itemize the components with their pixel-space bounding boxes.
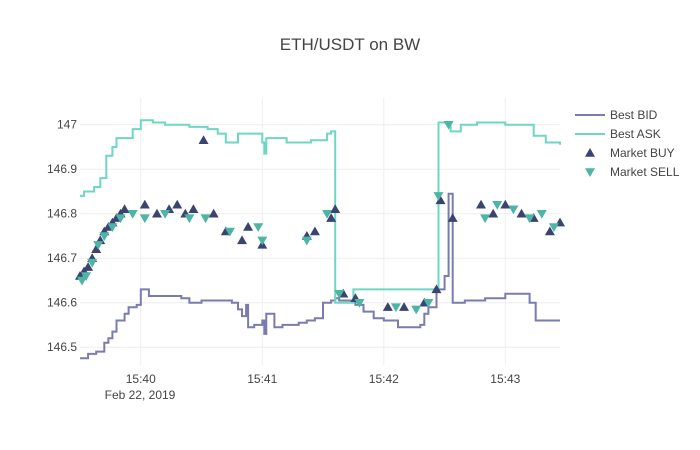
market-sell-point[interactable] xyxy=(224,227,235,237)
market-buy-point[interactable] xyxy=(151,208,162,218)
market-buy-point[interactable] xyxy=(516,208,527,218)
legend-label: Best BID xyxy=(610,108,658,122)
market-buy-point[interactable] xyxy=(447,213,458,222)
market-sell-point[interactable] xyxy=(480,214,491,224)
y-tick-label: 147 xyxy=(57,118,77,132)
market-buy-point[interactable] xyxy=(188,204,199,213)
y-tick-label: 146.9 xyxy=(47,162,77,176)
y-tick-label: 146.5 xyxy=(47,340,77,354)
x-date-label: Feb 22, 2019 xyxy=(105,388,176,402)
market-sell-point[interactable] xyxy=(354,298,365,308)
legend-swatch xyxy=(585,168,595,177)
market-sell-point[interactable] xyxy=(160,209,171,219)
legend-item[interactable]: Best BID xyxy=(575,108,658,122)
market-buy-point[interactable] xyxy=(399,302,410,311)
market-sell-point[interactable] xyxy=(411,305,422,315)
series-layer xyxy=(80,119,561,360)
market-buy-point[interactable] xyxy=(91,244,102,254)
market-sell-point[interactable] xyxy=(87,258,98,268)
market-sell-point[interactable] xyxy=(184,214,195,224)
market-sell-point[interactable] xyxy=(433,192,444,201)
market-sell-point[interactable] xyxy=(115,214,126,224)
y-tick-label: 146.7 xyxy=(47,251,77,265)
chart-title: ETH/USDT on BW xyxy=(280,35,420,54)
market-sell-point[interactable] xyxy=(423,298,434,308)
market-buy-point[interactable] xyxy=(326,213,337,222)
market-sell-point[interactable] xyxy=(139,214,150,224)
market-sell-point[interactable] xyxy=(107,223,118,233)
axis-layer: 146.5 146.6 146.7 146.8 146.9 147 15:40 15:41 15… xyxy=(47,118,521,386)
market-sell-point[interactable] xyxy=(81,272,92,281)
x-tick-label: 15:41 xyxy=(247,372,277,386)
market-sell-point[interactable] xyxy=(508,205,519,215)
market-sell-point[interactable] xyxy=(253,223,264,233)
market-buy-point[interactable] xyxy=(488,208,499,218)
market-sell-point[interactable] xyxy=(524,214,535,224)
market-buy-point[interactable] xyxy=(435,195,446,205)
market-buy-point[interactable] xyxy=(119,204,130,213)
market-buy-point[interactable] xyxy=(500,199,511,209)
legend-label: Best ASK xyxy=(610,127,661,141)
x-tick-label: 15:42 xyxy=(369,372,399,386)
legend[interactable]: Best BID Best ASK Market BUY Market SELL xyxy=(575,108,680,179)
market-sell-point[interactable] xyxy=(127,209,138,219)
market-buy-point[interactable] xyxy=(330,204,341,213)
market-sell-point[interactable] xyxy=(200,214,211,224)
legend-item[interactable]: Best ASK xyxy=(575,127,661,141)
market-buy-point[interactable] xyxy=(382,302,393,311)
legend-item[interactable]: Market BUY xyxy=(585,146,675,160)
market-sell-point[interactable] xyxy=(443,120,454,130)
market-sell-point[interactable] xyxy=(334,290,345,299)
market-buy-point[interactable] xyxy=(309,226,320,236)
legend-label: Market BUY xyxy=(610,146,675,160)
market-sell-point[interactable] xyxy=(301,236,312,246)
market-sell-point[interactable] xyxy=(492,201,503,210)
market-buy-point[interactable] xyxy=(431,284,442,294)
marker-layer xyxy=(75,120,565,315)
market-sell-point[interactable] xyxy=(322,209,333,219)
market-buy-point[interactable] xyxy=(83,262,94,271)
market-buy-point[interactable] xyxy=(198,135,209,145)
market-buy-point[interactable] xyxy=(544,226,555,236)
market-buy-point[interactable] xyxy=(243,222,254,231)
market-sell-point[interactable] xyxy=(99,232,110,241)
x-tick-label: 15:43 xyxy=(490,372,520,386)
market-buy-point[interactable] xyxy=(139,199,150,209)
market-sell-point[interactable] xyxy=(548,223,559,233)
market-sell-point[interactable] xyxy=(257,236,268,246)
market-sell-point[interactable] xyxy=(93,241,104,250)
market-sell-point[interactable] xyxy=(536,209,547,219)
legend-label: Market SELL xyxy=(610,165,680,179)
market-buy-point[interactable] xyxy=(172,199,183,209)
market-sell-point[interactable] xyxy=(390,303,401,313)
legend-item[interactable]: Market SELL xyxy=(585,165,680,179)
market-sell-point[interactable] xyxy=(77,276,88,286)
y-tick-label: 146.8 xyxy=(47,207,77,221)
x-tick-label: 15:40 xyxy=(126,372,156,386)
legend-swatch xyxy=(585,148,595,157)
best-bid-line xyxy=(80,192,560,360)
best-ask-line xyxy=(80,119,561,304)
market-buy-point[interactable] xyxy=(237,235,248,245)
y-tick-label: 146.6 xyxy=(47,296,77,310)
market-buy-point[interactable] xyxy=(476,199,487,209)
grid-layer xyxy=(80,98,560,365)
market-buy-point[interactable] xyxy=(208,208,219,218)
